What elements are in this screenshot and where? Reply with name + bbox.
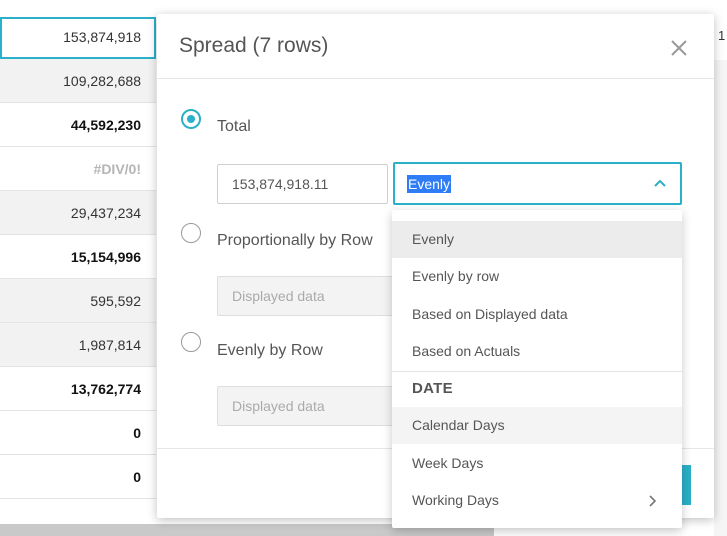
horizontal-scrollbar[interactable] xyxy=(0,524,494,536)
proportional-source-select: Displayed data xyxy=(217,276,417,316)
cell[interactable]: 15,154,996 xyxy=(0,235,156,279)
radio-proportional[interactable] xyxy=(181,223,201,243)
dropdown-item-week-days[interactable]: Week Days xyxy=(412,455,484,471)
chevron-up-icon xyxy=(654,179,666,187)
total-value-input[interactable]: 153,874,918.11 xyxy=(217,164,388,204)
cell-selected[interactable]: 153,874,918 xyxy=(0,17,156,59)
dropdown-item-evenly-by-row[interactable]: Evenly by row xyxy=(412,268,500,284)
spread-method-select[interactable]: Evenly xyxy=(393,162,682,205)
select-value: Evenly xyxy=(407,175,452,193)
cell-error[interactable]: #DIV/0! xyxy=(0,147,156,191)
radio-total[interactable] xyxy=(181,109,201,129)
cell[interactable]: 109,282,688 xyxy=(0,59,156,103)
radio-proportional-label: Proportionally by Row xyxy=(217,232,373,249)
dropdown-item-based-on-actuals[interactable]: Based on Actuals xyxy=(412,343,521,359)
cell[interactable]: 595,592 xyxy=(0,279,156,323)
chevron-right-icon xyxy=(649,495,657,507)
dropdown-section-date: DATE xyxy=(412,380,453,397)
dropdown-divider xyxy=(392,371,682,372)
dialog-header: Spread (7 rows) xyxy=(157,14,714,79)
evenly-source-select: Displayed data xyxy=(217,386,417,426)
dropdown-item-calendar-days[interactable]: Calendar Days xyxy=(392,407,682,444)
cell[interactable]: 0 xyxy=(0,455,156,499)
close-icon xyxy=(671,40,687,56)
spread-method-dropdown: Evenly Evenly by row Based on Displayed … xyxy=(392,210,682,528)
close-button[interactable] xyxy=(665,34,693,62)
cell[interactable]: 13,762,774 xyxy=(0,367,156,411)
radio-evenly-by-row-label: Evenly by Row xyxy=(217,342,323,359)
cell[interactable]: 0 xyxy=(0,411,156,455)
dropdown-item-working-days[interactable]: Working Days xyxy=(412,492,499,508)
radio-evenly-by-row[interactable] xyxy=(181,332,201,352)
cell[interactable]: 29,437,234 xyxy=(0,191,156,235)
right-column-top xyxy=(714,0,727,60)
cell[interactable]: 1,987,814 xyxy=(0,323,156,367)
dropdown-item-based-on-displayed[interactable]: Based on Displayed data xyxy=(412,306,568,322)
cell[interactable]: 44,592,230 xyxy=(0,103,156,147)
dropdown-item-evenly[interactable]: Evenly xyxy=(392,221,682,258)
radio-total-label: Total xyxy=(217,118,251,135)
right-column-strip xyxy=(714,0,727,536)
right-partial-cell: 1 xyxy=(718,28,726,43)
dialog-title: Spread (7 rows) xyxy=(179,34,329,57)
